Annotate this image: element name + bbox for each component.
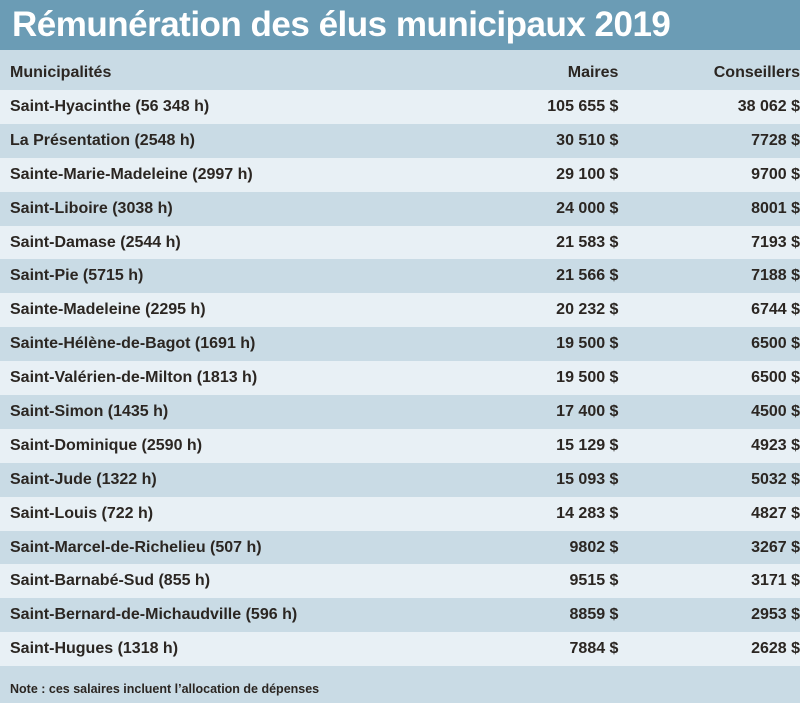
councillor-salary-cell: 3267 $	[751, 538, 800, 556]
mayor-salary-cell: 14 283 $	[556, 504, 619, 522]
table-row: Saint-Dominique (2590 h) 15 129 $ 4923 $	[0, 428, 800, 463]
municipality-cell: Sainte-Hélène-de-Bagot (1691 h)	[10, 335, 256, 353]
table-row: Saint-Hyacinthe (56 348 h) 105 655 $ 38 06…	[0, 90, 800, 124]
page-title: Rémunération des élus municipaux 2019	[0, 0, 800, 50]
councillor-salary-cell: 2953 $	[751, 606, 800, 624]
table-row: Saint-Liboire (3038 h) 24 000 $ 8001 $	[0, 191, 800, 226]
header-councillors: Conseillers	[713, 64, 800, 81]
municipality-cell: Saint-Dominique (2590 h)	[10, 436, 203, 454]
header-municipality: Municipalités	[10, 64, 112, 81]
municipality-cell: Saint-Bernard-de-Michaudville (596 h)	[10, 606, 298, 624]
councillor-salary-cell: 38 062 $	[737, 97, 800, 115]
councillor-salary-cell: 6500 $	[751, 335, 800, 353]
table-header: Municipalités Maires Conseillers	[0, 56, 800, 90]
table-row: Sainte-Madeleine (2295 h) 20 232 $ 6744 $	[0, 293, 800, 328]
municipality-cell: Saint-Pie (5715 h)	[10, 267, 144, 285]
mayor-salary-cell: 24 000 $	[556, 199, 619, 217]
table-row: Saint-Hugues (1318 h) 7884 $ 2628 $	[0, 632, 800, 667]
mayor-salary-cell: 20 232 $	[556, 301, 619, 319]
mayor-salary-cell: 9802 $	[569, 538, 619, 556]
municipality-cell: Sainte-Marie-Madeleine (2997 h)	[10, 165, 253, 183]
mayor-salary-cell: 15 093 $	[556, 470, 619, 488]
table-row: Saint-Jude (1322 h) 15 093 $ 5032 $	[0, 462, 800, 497]
table-row: Sainte-Marie-Madeleine (2997 h) 29 100 $ 9…	[0, 157, 800, 192]
councillor-salary-cell: 9700 $	[751, 165, 800, 183]
councillor-salary-cell: 7193 $	[751, 233, 800, 251]
table-row: Saint-Barnabé-Sud (855 h) 9515 $ 3171 $	[0, 564, 800, 599]
mayor-salary-cell: 21 583 $	[556, 233, 619, 251]
header-mayors: Maires	[567, 64, 619, 81]
municipality-cell: Sainte-Madeleine (2295 h)	[10, 301, 206, 319]
table-row: Saint-Valérien-de-Milton (1813 h) 19 500 …	[0, 361, 800, 396]
mayor-salary-cell: 8859 $	[569, 606, 619, 624]
councillor-salary-cell: 6500 $	[751, 369, 800, 387]
mayor-salary-cell: 29 100 $	[556, 165, 619, 183]
municipality-cell: Saint-Simon (1435 h)	[10, 402, 169, 420]
table-row: Sainte-Hélène-de-Bagot (1691 h) 19 500 $ 6…	[0, 327, 800, 362]
municipality-cell: Saint-Damase (2544 h)	[10, 233, 181, 251]
mayor-salary-cell: 19 500 $	[556, 335, 619, 353]
mayor-salary-cell: 105 655 $	[547, 97, 619, 115]
councillor-salary-cell: 5032 $	[751, 470, 800, 488]
municipality-cell: La Présentation (2548 h)	[10, 131, 195, 149]
table-row: Saint-Bernard-de-Michaudville (596 h) 885…	[0, 598, 800, 633]
municipality-cell: Saint-Valérien-de-Milton (1813 h)	[10, 369, 258, 387]
municipality-cell: Saint-Hyacinthe (56 348 h)	[10, 97, 210, 115]
table-row: Saint-Simon (1435 h) 17 400 $ 4500 $	[0, 395, 800, 429]
footnote: Note : ces salaires incluent l’allocatio…	[10, 682, 320, 696]
mayor-salary-cell: 19 500 $	[556, 369, 619, 387]
mayor-salary-cell: 9515 $	[569, 572, 619, 590]
salary-table: Municipalités Maires Conseillers Saint-H…	[0, 56, 800, 667]
municipality-cell: Saint-Louis (722 h)	[10, 504, 154, 522]
mayor-salary-cell: 15 129 $	[556, 436, 619, 454]
table-row: Saint-Marcel-de-Richelieu (507 h) 9802 $ 3…	[0, 530, 800, 565]
councillor-salary-cell: 8001 $	[751, 199, 800, 217]
municipality-cell: Saint-Jude (1322 h)	[10, 470, 157, 488]
table-row: Saint-Damase (2544 h) 21 583 $ 7193 $	[0, 225, 800, 260]
councillor-salary-cell: 3171 $	[751, 572, 800, 590]
councillor-salary-cell: 6744 $	[751, 301, 800, 319]
mayor-salary-cell: 21 566 $	[556, 267, 619, 285]
councillor-salary-cell: 2628 $	[751, 640, 800, 658]
municipality-cell: Saint-Liboire (3038 h)	[10, 199, 173, 217]
councillor-salary-cell: 4827 $	[751, 504, 800, 522]
municipality-cell: Saint-Barnabé-Sud (855 h)	[10, 572, 211, 590]
councillor-salary-cell: 7188 $	[751, 267, 800, 285]
councillor-salary-cell: 4500 $	[751, 402, 800, 420]
mayor-salary-cell: 30 510 $	[556, 131, 619, 149]
table-row: Saint-Louis (722 h) 14 283 $ 4827 $	[0, 496, 800, 531]
table-row: La Présentation (2548 h) 30 510 $ 7728 $	[0, 123, 800, 158]
table-row: Saint-Pie (5715 h) 21 566 $ 7188 $	[0, 259, 800, 294]
municipality-cell: Saint-Hugues (1318 h)	[10, 640, 179, 658]
councillor-salary-cell: 7728 $	[751, 131, 800, 149]
mayor-salary-cell: 7884 $	[569, 640, 619, 658]
mayor-salary-cell: 17 400 $	[556, 402, 619, 420]
councillor-salary-cell: 4923 $	[751, 436, 800, 454]
municipality-cell: Saint-Marcel-de-Richelieu (507 h)	[10, 538, 262, 556]
